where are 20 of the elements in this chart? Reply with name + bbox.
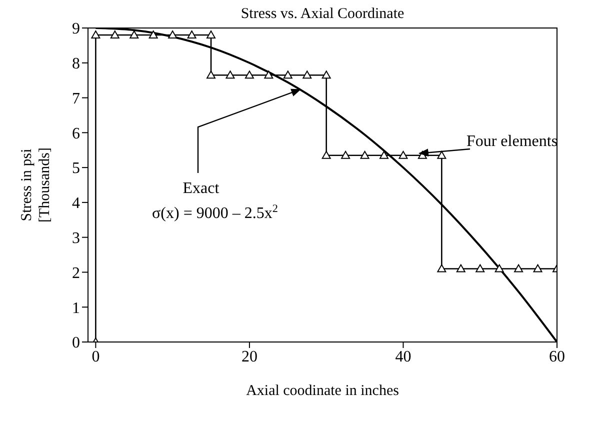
annotation: σ(x) = 9000 – 2.5x$^{2}$	[152, 203, 278, 222]
y-tick-label: 3	[72, 230, 80, 248]
x-tick-label: 0	[92, 348, 100, 366]
y-tick-label: 2	[72, 264, 80, 282]
y-tick-label: 9	[72, 20, 80, 38]
y-tick-label: 7	[72, 90, 80, 108]
y-tick-label: 8	[72, 56, 80, 73]
annotation: Four elements	[466, 133, 558, 150]
x-tick-label: 60	[549, 348, 565, 366]
annotation: Exact	[182, 180, 220, 197]
y-tick-label: 5	[72, 160, 80, 178]
chart-title: Stress vs. Axial Coordinate	[240, 6, 404, 22]
y-tick-label: 4	[72, 195, 80, 212]
y-axis-title: Stress in psi [Thousands]	[19, 148, 53, 222]
y-tick-label: 1	[72, 300, 80, 317]
x-tick-label: 40	[395, 348, 412, 366]
y-tick-label: 0	[72, 334, 80, 352]
x-axis-title: Axial coodinate in inches	[246, 383, 400, 399]
x-tick-label: 20	[241, 348, 258, 366]
y-tick-label: 6	[72, 125, 80, 142]
